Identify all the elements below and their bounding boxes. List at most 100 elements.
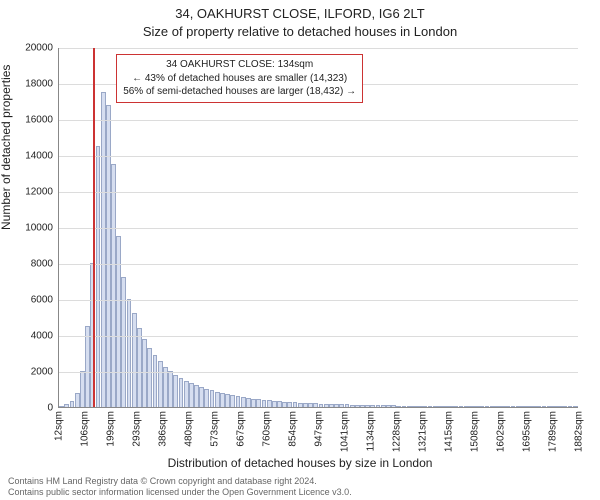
histogram-bar (350, 405, 355, 407)
histogram-bar (225, 394, 230, 407)
histogram-bar (391, 405, 396, 407)
x-tick-label: 667sqm (236, 411, 247, 447)
histogram-bar (433, 406, 438, 407)
histogram-bar (137, 328, 142, 407)
histogram-bar (313, 403, 318, 407)
annotation-box: 34 OAKHURST CLOSE: 134sqm← 43% of detach… (116, 54, 363, 103)
histogram-bar (428, 406, 433, 407)
chart-title-sub: Size of property relative to detached ho… (0, 24, 600, 39)
histogram-bar (85, 326, 90, 407)
histogram-bar (111, 164, 116, 407)
histogram-bar (511, 406, 516, 407)
histogram-bar (453, 406, 458, 407)
histogram-bar (179, 378, 184, 407)
histogram-bar (236, 396, 241, 407)
histogram-bar (438, 406, 443, 407)
histogram-bar (376, 405, 381, 407)
histogram-bar (262, 400, 267, 407)
histogram-bar (505, 406, 510, 407)
y-tick-label: 20000 (25, 43, 53, 54)
y-tick-label: 10000 (25, 223, 53, 234)
x-tick-label: 947sqm (314, 411, 325, 447)
histogram-bar (381, 405, 386, 407)
histogram-bar (241, 397, 246, 407)
histogram-bar (251, 399, 256, 407)
histogram-bar (59, 406, 64, 407)
histogram-bar (329, 404, 334, 407)
gridline (59, 48, 578, 49)
histogram-bar (407, 406, 412, 407)
histogram-bar (75, 393, 80, 407)
histogram-bar (443, 406, 448, 407)
gridline (59, 120, 578, 121)
x-tick-label: 854sqm (288, 411, 299, 447)
histogram-bar (552, 406, 557, 407)
histogram-bar (485, 406, 490, 407)
histogram-bar (168, 371, 173, 407)
chart-container: 34, OAKHURST CLOSE, ILFORD, IG6 2LT Size… (0, 0, 600, 500)
histogram-bar (360, 405, 365, 407)
y-axis-label: Number of detached properties (0, 65, 13, 230)
histogram-bar (355, 405, 360, 407)
annotation-line-2: 56% of semi-detached houses are larger (… (123, 85, 356, 99)
histogram-bar (173, 375, 178, 407)
histogram-bar (147, 348, 152, 407)
histogram-bar (568, 406, 573, 407)
histogram-bar (531, 406, 536, 407)
x-tick-label: 1228sqm (392, 411, 403, 452)
x-tick-label: 1602sqm (496, 411, 507, 452)
histogram-bar (386, 405, 391, 407)
histogram-bar (526, 406, 531, 407)
y-tick-label: 18000 (25, 79, 53, 90)
footer-line-2: Contains public sector information licen… (8, 487, 592, 498)
histogram-bar (303, 403, 308, 407)
plot-area: 0200040006000800010000120001400016000180… (58, 48, 578, 408)
x-tick-label: 1508sqm (470, 411, 481, 452)
histogram-bar (573, 406, 578, 407)
histogram-bar (277, 401, 282, 407)
histogram-bar (64, 404, 69, 407)
histogram-bar (158, 361, 163, 407)
x-tick-label: 1695sqm (522, 411, 533, 452)
gridline (59, 228, 578, 229)
x-axis-label: Distribution of detached houses by size … (0, 456, 600, 470)
histogram-bar (116, 236, 121, 407)
histogram-bar (334, 404, 339, 407)
histogram-bar (396, 406, 401, 407)
footer-credits: Contains HM Land Registry data © Crown c… (8, 476, 592, 499)
gridline (59, 192, 578, 193)
histogram-bar (199, 387, 204, 407)
gridline (59, 372, 578, 373)
histogram-bar (308, 403, 313, 407)
y-tick-label: 6000 (31, 295, 53, 306)
histogram-bar (272, 401, 277, 407)
histogram-bar (464, 406, 469, 407)
histogram-bar (230, 395, 235, 407)
histogram-bar (293, 402, 298, 407)
histogram-bar (96, 146, 101, 407)
histogram-bar (267, 400, 272, 407)
histogram-bar (246, 398, 251, 407)
y-tick-label: 8000 (31, 259, 53, 270)
histogram-bar (562, 406, 567, 407)
histogram-bar (469, 406, 474, 407)
x-tick-label: 106sqm (80, 411, 91, 447)
gridline (59, 336, 578, 337)
histogram-bar (287, 402, 292, 407)
x-tick-label: 1789sqm (548, 411, 559, 452)
histogram-bar (422, 406, 427, 407)
histogram-bar (132, 313, 137, 407)
y-tick-label: 2000 (31, 367, 53, 378)
histogram-bar (127, 299, 132, 407)
x-tick-label: 1321sqm (418, 411, 429, 452)
y-tick-label: 0 (47, 403, 53, 414)
histogram-bar (474, 406, 479, 407)
gridline (59, 300, 578, 301)
histogram-bar (490, 406, 495, 407)
highlight-marker-line (93, 48, 95, 407)
x-tick-label: 1134sqm (366, 411, 377, 451)
x-tick-label: 386sqm (158, 411, 169, 447)
histogram-bar (101, 92, 106, 407)
y-tick-label: 14000 (25, 151, 53, 162)
x-tick-label: 1882sqm (574, 411, 585, 452)
